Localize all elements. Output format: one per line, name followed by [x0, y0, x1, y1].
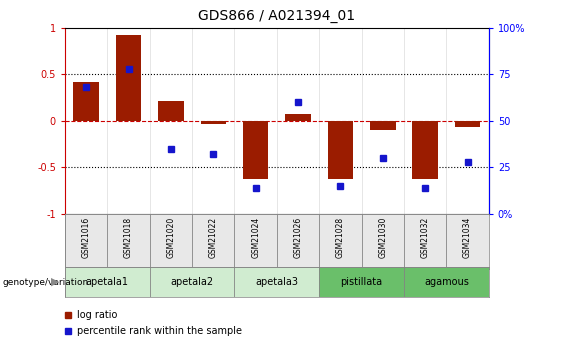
Bar: [319, 214, 362, 269]
Text: GSM21026: GSM21026: [294, 217, 302, 258]
Text: GSM21032: GSM21032: [421, 217, 429, 258]
Text: apetala1: apetala1: [86, 277, 129, 287]
Text: GDS866 / A021394_01: GDS866 / A021394_01: [198, 9, 355, 23]
Text: GSM21020: GSM21020: [167, 217, 175, 258]
Text: percentile rank within the sample: percentile rank within the sample: [77, 326, 242, 336]
Bar: [65, 267, 150, 297]
Bar: [446, 214, 489, 269]
Text: apetala2: apetala2: [171, 277, 214, 287]
Bar: [73, 82, 99, 121]
Text: pistillata: pistillata: [341, 277, 383, 287]
Bar: [277, 214, 319, 269]
Bar: [404, 214, 446, 269]
Text: log ratio: log ratio: [77, 309, 117, 319]
Bar: [234, 214, 277, 269]
Text: ▶: ▶: [51, 277, 59, 287]
Bar: [243, 121, 268, 178]
Text: apetala3: apetala3: [255, 277, 298, 287]
Text: GSM21022: GSM21022: [209, 217, 218, 258]
Bar: [455, 121, 480, 127]
Bar: [370, 121, 395, 130]
Text: GSM21018: GSM21018: [124, 217, 133, 258]
Bar: [150, 214, 192, 269]
Bar: [158, 101, 184, 121]
Bar: [116, 35, 141, 121]
Bar: [150, 267, 234, 297]
Bar: [404, 267, 489, 297]
Text: GSM21030: GSM21030: [379, 217, 387, 258]
Bar: [362, 214, 404, 269]
Bar: [192, 214, 234, 269]
Text: agamous: agamous: [424, 277, 469, 287]
Text: GSM21028: GSM21028: [336, 217, 345, 258]
Bar: [234, 267, 319, 297]
Text: genotype/variation: genotype/variation: [3, 277, 89, 287]
Bar: [328, 121, 353, 179]
Bar: [201, 121, 226, 124]
Text: GSM21016: GSM21016: [82, 217, 90, 258]
Bar: [412, 121, 438, 178]
Bar: [107, 214, 150, 269]
Text: GSM21024: GSM21024: [251, 217, 260, 258]
Bar: [65, 214, 107, 269]
Text: GSM21034: GSM21034: [463, 217, 472, 258]
Bar: [285, 114, 311, 121]
Bar: [319, 267, 404, 297]
